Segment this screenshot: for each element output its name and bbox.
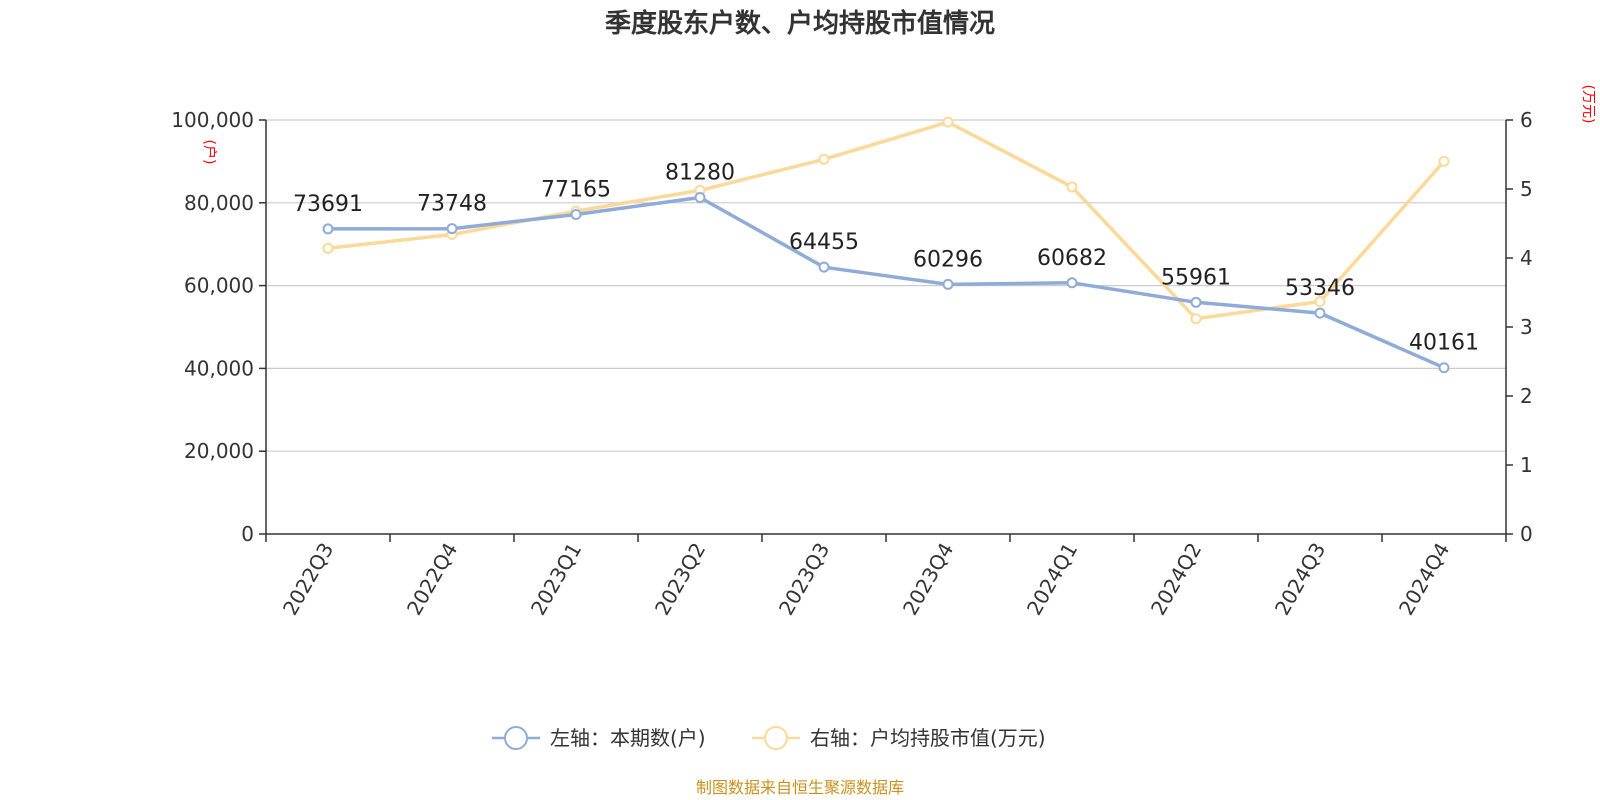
left-tick-label: 20,000 xyxy=(184,439,254,463)
legend-label: 左轴：本期数(户) xyxy=(550,726,706,750)
x-tick-label: 2024Q4 xyxy=(1394,539,1454,620)
left-axis-unit: (户) xyxy=(201,140,218,165)
data-point[interactable] xyxy=(818,261,830,273)
legend-label: 右轴：户均持股市值(万元) xyxy=(810,726,1046,750)
data-label: 55961 xyxy=(1161,265,1231,290)
x-tick-label: 2023Q4 xyxy=(898,539,958,620)
right-tick-label: 5 xyxy=(1520,177,1533,201)
data-point[interactable] xyxy=(1066,181,1078,193)
data-point[interactable] xyxy=(446,223,458,235)
legend-circle-icon xyxy=(504,726,528,750)
data-point[interactable] xyxy=(1066,277,1078,289)
data-point[interactable] xyxy=(322,242,334,254)
x-tick-label: 2023Q3 xyxy=(774,539,834,620)
data-label: 60682 xyxy=(1037,246,1107,271)
x-tick-label: 2024Q1 xyxy=(1022,539,1082,620)
right-tick-label: 2 xyxy=(1520,384,1533,408)
data-point[interactable] xyxy=(1438,362,1450,374)
data-label: 73748 xyxy=(417,192,487,217)
x-tick-label: 2024Q2 xyxy=(1146,539,1206,620)
data-point[interactable] xyxy=(322,223,334,235)
data-point[interactable] xyxy=(1438,155,1450,167)
data-point[interactable] xyxy=(942,278,954,290)
left-tick-label: 40,000 xyxy=(184,356,254,380)
data-label: 60296 xyxy=(913,247,983,272)
legend-item-1[interactable]: 右轴：户均持股市值(万元) xyxy=(752,726,1046,750)
data-point[interactable] xyxy=(1314,307,1326,319)
data-point[interactable] xyxy=(694,192,706,204)
series-line-0 xyxy=(327,195,1445,370)
legend-circle-icon xyxy=(764,726,788,750)
data-labels: 73691 73748 77165 81280 64455 60296 60682 55961… xyxy=(293,161,1479,356)
data-label: 53346 xyxy=(1285,276,1355,301)
x-tick-label: 2023Q1 xyxy=(526,539,586,620)
right-tick-label: 1 xyxy=(1520,453,1533,477)
data-point[interactable] xyxy=(1314,295,1326,307)
left-tick-label: 80,000 xyxy=(184,191,254,215)
left-tick-label: 60,000 xyxy=(184,274,254,298)
data-label: 77165 xyxy=(541,178,611,203)
grid-lines xyxy=(266,119,1506,452)
x-tick-label: 2023Q2 xyxy=(650,539,710,620)
data-point[interactable] xyxy=(818,153,830,165)
data-label: 73691 xyxy=(293,192,363,217)
data-point[interactable] xyxy=(1190,296,1202,308)
legend[interactable]: 左轴：本期数(户) 右轴：户均持股市值(万元) xyxy=(492,726,1046,750)
x-tick-label: 2024Q3 xyxy=(1270,539,1330,620)
left-tick-label: 0 xyxy=(241,522,254,546)
legend-item-0[interactable]: 左轴：本期数(户) xyxy=(492,726,706,750)
x-tick-label: 2022Q3 xyxy=(278,539,338,620)
source-note: 制图数据来自恒生聚源数据库 xyxy=(696,778,904,797)
right-tick-label: 6 xyxy=(1520,108,1533,132)
data-point[interactable] xyxy=(570,209,582,221)
data-point[interactable] xyxy=(942,116,954,128)
series-lines xyxy=(322,116,1450,374)
data-point[interactable] xyxy=(1190,313,1202,325)
data-label: 40161 xyxy=(1409,331,1479,356)
x-tick-label: 2022Q4 xyxy=(402,539,462,620)
right-axis-unit: (万元) xyxy=(1580,85,1596,124)
right-tick-label: 4 xyxy=(1520,246,1533,270)
right-tick-label: 3 xyxy=(1520,315,1533,339)
series-line-1 xyxy=(327,120,1446,321)
chart-title: 季度股东户数、户均持股市值情况 xyxy=(605,8,995,39)
data-label: 64455 xyxy=(789,230,859,255)
left-tick-label: 100,000 xyxy=(171,108,254,132)
right-tick-label: 0 xyxy=(1520,522,1533,546)
axes: 0 20,000 40,000 60,000 80,000 100,000 0 1 2 3 4 5 6 2… xyxy=(171,108,1532,619)
data-label: 81280 xyxy=(665,161,735,186)
